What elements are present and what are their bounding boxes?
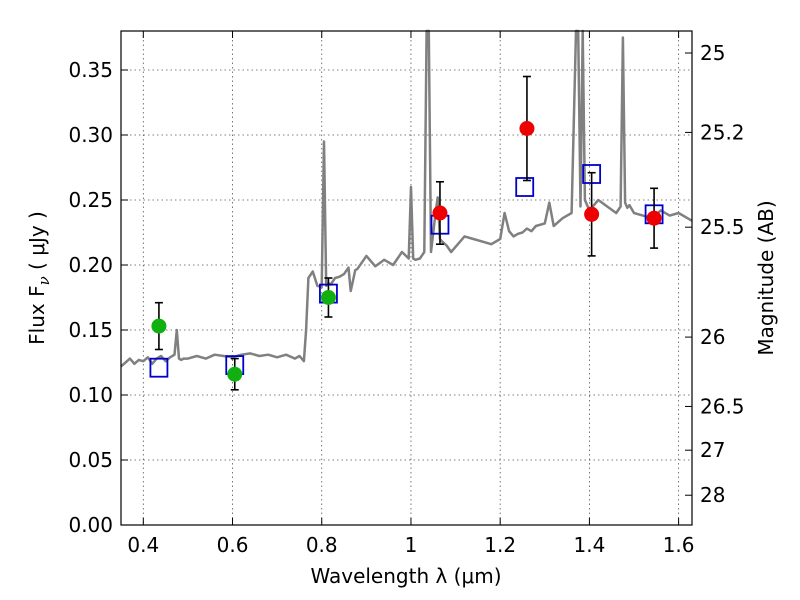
- red-observed-point: [646, 210, 662, 226]
- spectrum-line: [120, 29, 693, 368]
- axis-ticks: 0.4 0.6 0.8 1 1.2 1.4 1.6 0.00 0.05 0.10 0.15 0.20 0…: [68, 31, 745, 557]
- y-tick-label: 0.35: [68, 58, 113, 82]
- y-axis-label-units: ( μJy ): [25, 211, 49, 276]
- y-tick-label: 0.15: [68, 318, 113, 342]
- model-square-point: [515, 177, 535, 197]
- right-tick-label: 26.5: [700, 394, 745, 418]
- x-tick-label: 1.2: [484, 533, 516, 557]
- x-tick-label: 1: [405, 533, 418, 557]
- right-tick-label: 25: [700, 41, 725, 65]
- right-tick-label: 25.5: [700, 215, 745, 239]
- spectrum-layer: [120, 29, 693, 368]
- right-tick-label: 27: [700, 438, 725, 462]
- y-tick-label: 0.25: [68, 188, 113, 212]
- red-observed-point: [432, 205, 448, 221]
- red-observed-point: [584, 206, 600, 222]
- right-axis-label: Magnitude (AB): [754, 200, 778, 355]
- x-tick-label: 1.4: [573, 533, 605, 557]
- y-tick-label: 0.05: [68, 448, 113, 472]
- y-tick-label: 0.30: [68, 123, 113, 147]
- y-axis-label-main: Flux F: [25, 285, 49, 344]
- right-tick-label: 26: [700, 325, 725, 349]
- red-observed-point: [519, 121, 535, 136]
- model-square-point: [149, 357, 169, 378]
- y-tick-label: 0.00: [68, 513, 113, 537]
- green-observed-point: [320, 290, 336, 305]
- x-axis-label: Wavelength λ (μm): [310, 564, 501, 588]
- points-layer: [149, 75, 664, 391]
- x-tick-label: 0.8: [306, 533, 338, 557]
- y-tick-label: 0.20: [68, 253, 113, 277]
- x-tick-label: 1.6: [663, 533, 695, 557]
- green-observed-point: [151, 318, 167, 334]
- x-tick-label: 0.4: [127, 533, 159, 557]
- y-tick-label: 0.10: [68, 383, 113, 407]
- green-observed-point: [227, 366, 243, 382]
- x-tick-label: 0.6: [217, 533, 249, 557]
- y-axis-label: Flux Fν ( μJy ): [25, 211, 53, 345]
- y-axis-label-sub: ν: [35, 276, 53, 285]
- right-tick-label: 28: [700, 483, 725, 507]
- plot-frame: [120, 30, 693, 526]
- right-tick-label: 25.2: [700, 120, 745, 144]
